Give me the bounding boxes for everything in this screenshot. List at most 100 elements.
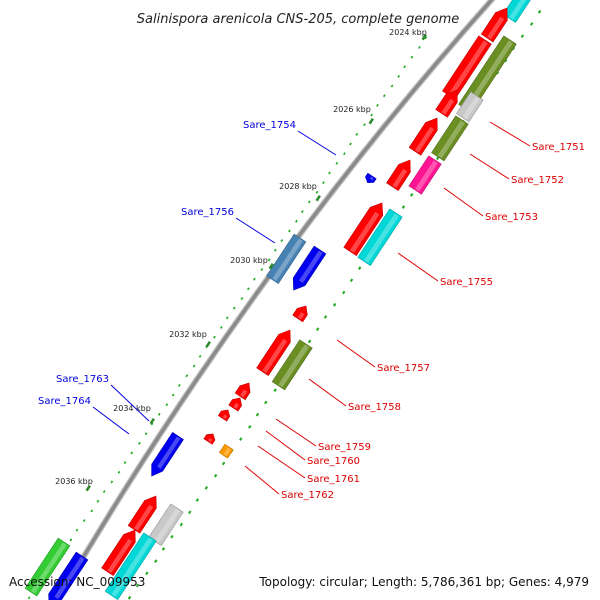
gene-label-sare-1764[interactable]: Sare_1764 [38,396,91,407]
gene-labels: Sare_1751 Sare_1752 Sare_1753 Sare_1754 Sare… [38,120,585,501]
gc-dot [255,412,260,417]
gc-dot [267,258,271,262]
gc-dot [382,94,386,98]
gc-dot [144,432,148,436]
gc-dot [171,393,175,397]
tick-mark [85,484,91,492]
gc-dot [225,316,229,320]
gc-dot [127,595,132,600]
gene-cyan[interactable] [104,532,157,600]
gene-red[interactable] [480,7,508,43]
gene-orange[interactable] [218,443,234,459]
gc-dot [410,55,414,59]
gc-dot [280,239,284,243]
gene-red[interactable] [386,159,411,191]
genome-backbone [54,0,496,600]
tick-mark [421,33,427,41]
gene-label-sare-1758[interactable]: Sare_1758 [348,402,401,413]
gc-dot [307,200,311,204]
gene-red[interactable] [101,529,136,577]
gc-dot [358,266,362,270]
gene-blue[interactable] [365,172,377,183]
label-leader-line [443,187,484,217]
gc-dot [342,290,346,295]
gene-label-sare-1755[interactable]: Sare_1755 [440,277,493,288]
tick-label: 2034 kbp [113,404,151,413]
gene-red[interactable] [203,433,216,445]
gene-green[interactable] [24,537,71,597]
tick-mark [205,340,211,348]
tick-mark [315,194,321,202]
gene-label-sare-1763[interactable]: Sare_1763 [56,374,109,385]
tick-label: 2024 kbp [389,28,427,37]
gc-dot [376,103,379,107]
gc-dot [154,559,158,563]
gc-dot [27,596,31,600]
gene-blue[interactable] [48,551,89,600]
gc-dot [138,441,141,445]
gc-dot [418,45,421,49]
gene-label-sare-1759[interactable]: Sare_1759 [318,442,371,453]
tick-label: 2026 kbp [333,105,371,114]
gc-dot [401,205,406,209]
gene-label-sare-1762[interactable]: Sare_1762 [281,490,334,501]
gene-gray[interactable] [148,503,184,546]
gc-dot [90,509,94,513]
label-leader-line [489,121,531,147]
gc-dot [75,528,79,532]
label-leader-line [297,130,337,156]
gene-red[interactable] [127,495,157,534]
gene-label-sare-1751[interactable]: Sare_1751 [532,142,585,153]
gene-red[interactable] [408,117,438,156]
label-leader-line [235,217,276,244]
gene-label-sare-1760[interactable]: Sare_1760 [307,456,360,467]
gene-steelblue[interactable] [266,233,307,285]
gc-dot [295,219,298,223]
gene-label-sare-1752[interactable]: Sare_1752 [511,175,564,186]
gene-label-sare-1754[interactable]: Sare_1754 [243,120,296,131]
gene-red[interactable] [234,382,251,401]
gene-gray[interactable] [456,91,484,123]
gc-dot [213,335,216,339]
gene-red[interactable] [217,409,231,422]
gc-dot [370,113,373,117]
gene-red[interactable] [343,202,384,256]
gc-dot [253,277,256,281]
gene-label-sare-1761[interactable]: Sare_1761 [307,474,360,485]
gene-red[interactable] [435,89,458,118]
gc-dot [349,142,352,146]
gene-red[interactable] [292,305,308,323]
gc-dot [246,287,250,291]
gc-dot [69,538,73,542]
gene-label-sare-1756[interactable]: Sare_1756 [181,207,234,218]
tick-mark [368,117,374,125]
gene-label-sare-1753[interactable]: Sare_1753 [485,212,538,223]
gc-dot [520,34,525,39]
gc-dot [307,339,312,344]
gene-cyan[interactable] [357,208,403,266]
gc-dot [288,229,291,233]
gene-red[interactable] [256,329,291,377]
gene-cyan[interactable] [502,0,534,23]
label-leader-line [308,378,347,407]
gene-red[interactable] [228,397,242,412]
gene-blue[interactable] [292,245,327,291]
gene-olive[interactable] [271,339,313,391]
gc-dot [145,571,149,576]
gene-olive[interactable] [431,115,469,162]
gc-dot [213,473,218,478]
gc-dot [192,364,196,368]
backbone-line [55,0,494,600]
gc-dot [96,499,100,503]
gc-dot [264,400,268,405]
gene-magenta[interactable] [408,155,442,195]
gc-dot [161,547,166,551]
label-leader-line [275,418,317,447]
label-leader-line [257,445,306,479]
gc-dot [110,480,114,484]
gene-label-sare-1757[interactable]: Sare_1757 [377,363,430,374]
gene-blue[interactable] [151,432,184,477]
gc-dot [315,327,320,332]
gc-dot [165,403,169,407]
